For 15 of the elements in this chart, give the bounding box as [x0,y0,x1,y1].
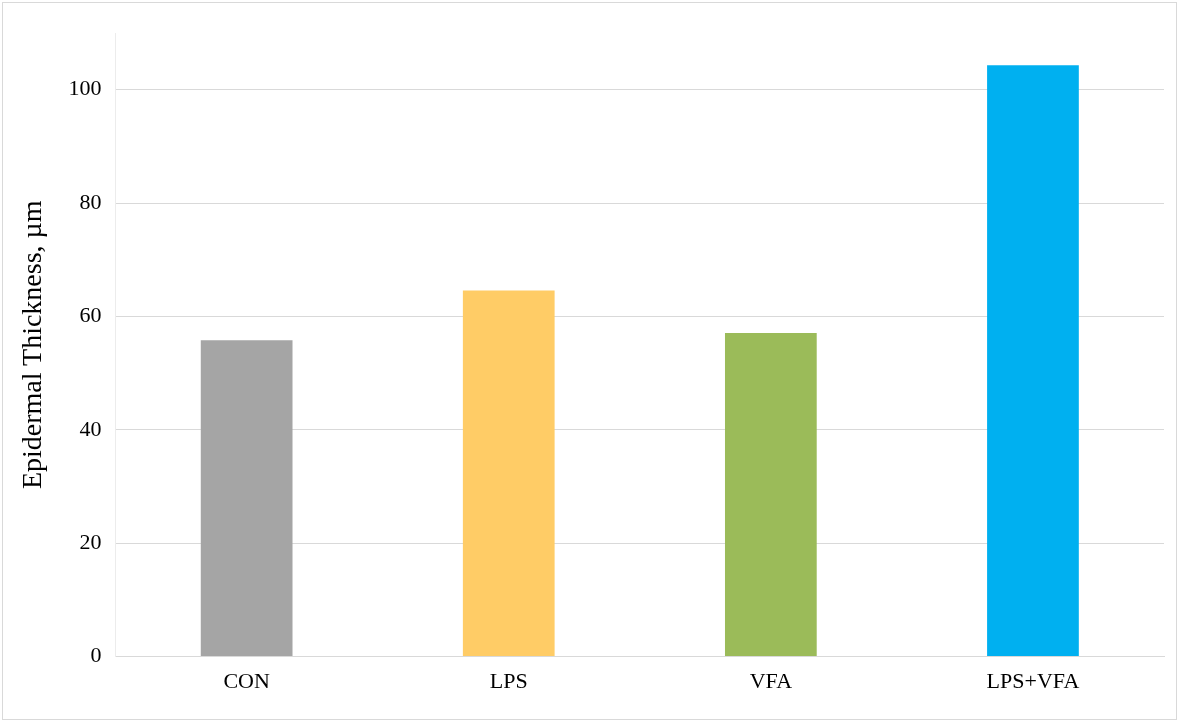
x-tick-label: CON [223,667,270,693]
bar [724,332,817,657]
y-axis-title: Epidermal Thickness, µm [16,200,48,490]
bar [200,340,293,657]
x-tick-label: VFA [749,667,793,693]
bar [987,65,1079,657]
x-tick-label: LPS [489,667,528,693]
x-tick-label: LPS+VFA [986,667,1080,693]
bar [462,290,555,657]
y-tick-label: 60 [79,302,102,328]
y-tick-label: 80 [79,188,102,214]
y-tick-label: 0 [90,642,102,668]
y-tick-label: 40 [79,415,102,441]
y-tick-label: 100 [68,75,102,101]
y-tick-label: 20 [79,529,102,554]
